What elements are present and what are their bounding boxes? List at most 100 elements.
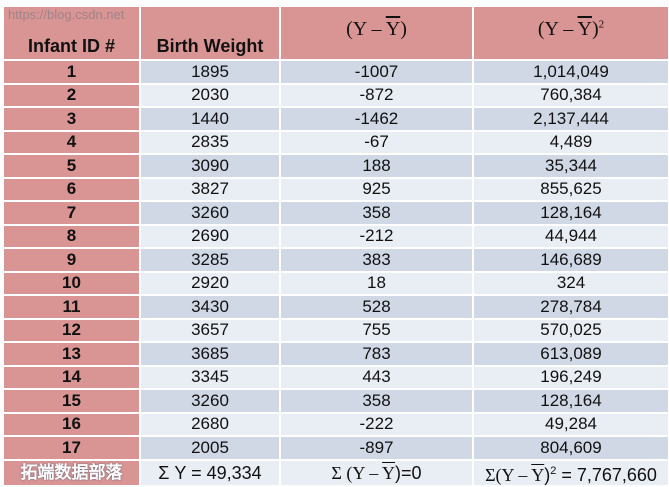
deviation-cell: 443 xyxy=(279,364,474,390)
squared-deviation-cell: 128,164 xyxy=(472,388,669,414)
birth-weight-cell: 2680 xyxy=(139,411,281,437)
table-row: 4 2835 -67 4,489 xyxy=(2,129,669,155)
squared-deviation-cell: 324 xyxy=(472,270,669,296)
sum-dev-bar: Y xyxy=(382,462,396,483)
totals-empty-cell: 拓端数据部落 xyxy=(2,458,141,487)
table-row: 9 3285 383 146,689 xyxy=(2,247,669,273)
header-squared-deviation: (Y – Y)2 xyxy=(472,5,669,61)
squared-deviation-cell: 278,784 xyxy=(472,294,669,320)
birth-weight-cell: 2920 xyxy=(139,270,281,296)
birth-weight-cell: 1895 xyxy=(139,59,281,85)
table-row: 15 3260 358 128,164 xyxy=(2,388,669,414)
squared-deviation-cell: 128,164 xyxy=(472,200,669,226)
header-birth-weight: Birth Weight xyxy=(139,5,281,61)
infant-id-cell: 5 xyxy=(2,153,141,179)
infant-id-cell: 1 xyxy=(2,59,141,85)
deviation-cell: -872 xyxy=(279,82,474,108)
table-row: 11 3430 528 278,784 xyxy=(2,294,669,320)
deviation-cell: 783 xyxy=(279,341,474,367)
table-row: 12 3657 755 570,025 xyxy=(2,317,669,343)
birth-weight-cell: 3827 xyxy=(139,176,281,202)
sum-y: Σ Y = 49,334 xyxy=(139,458,281,487)
table-row: 1 1895 -1007 1,014,049 xyxy=(2,59,669,85)
table-row: 6 3827 925 855,625 xyxy=(2,176,669,202)
infant-id-cell: 2 xyxy=(2,82,141,108)
header-sq-open: (Y – xyxy=(537,17,578,40)
deviation-cell: 188 xyxy=(279,153,474,179)
header-infant-id: Infant ID # xyxy=(2,5,141,61)
deviation-cell: -212 xyxy=(279,223,474,249)
infant-id-cell: 17 xyxy=(2,435,141,461)
squared-deviation-cell: 855,625 xyxy=(472,176,669,202)
table-row: 7 3260 358 128,164 xyxy=(2,200,669,226)
deviation-cell: 528 xyxy=(279,294,474,320)
infant-id-cell: 4 xyxy=(2,129,141,155)
deviation-cell: 383 xyxy=(279,247,474,273)
squared-deviation-cell: 804,609 xyxy=(472,435,669,461)
header-dev-close: ) xyxy=(400,17,407,40)
table-row: 5 3090 188 35,344 xyxy=(2,153,669,179)
squared-deviation-cell: 1,014,049 xyxy=(472,59,669,85)
infant-id-cell: 14 xyxy=(2,364,141,390)
deviation-cell: -222 xyxy=(279,411,474,437)
watermark-brand: 拓端数据部落 xyxy=(20,462,123,482)
squared-deviation-cell: 2,137,444 xyxy=(472,106,669,132)
sum-deviation: Σ (Y – Y)=0 xyxy=(279,458,474,487)
sum-sq-exponent: 2 xyxy=(550,464,557,477)
birth-weight-cell: 3685 xyxy=(139,341,281,367)
infant-id-cell: 8 xyxy=(2,223,141,249)
birth-weight-cell: 2030 xyxy=(139,82,281,108)
deviation-cell: -1462 xyxy=(279,106,474,132)
infant-id-cell: 9 xyxy=(2,247,141,273)
sum-squared-deviation: Σ(Y – Y)2 = 7,767,660 xyxy=(472,458,669,487)
deviation-cell: 925 xyxy=(279,176,474,202)
squared-deviation-cell: 570,025 xyxy=(472,317,669,343)
header-sq-close: ) xyxy=(591,17,599,40)
infant-id-cell: 15 xyxy=(2,388,141,414)
table-row: 8 2690 -212 44,944 xyxy=(2,223,669,249)
table-row: 14 3345 443 196,249 xyxy=(2,364,669,390)
squared-deviation-cell: 35,344 xyxy=(472,153,669,179)
birth-weight-cell: 3285 xyxy=(139,247,281,273)
birth-weight-cell: 2835 xyxy=(139,129,281,155)
deviation-cell: 755 xyxy=(279,317,474,343)
header-row: Infant ID # Birth Weight (Y – Y) (Y – Y)… xyxy=(2,5,669,61)
header-dev-open: (Y – xyxy=(346,17,386,40)
sum-sq-value: = 7,767,660 xyxy=(556,464,657,485)
birth-weight-cell: 2005 xyxy=(139,435,281,461)
birth-weight-cell: 1440 xyxy=(139,106,281,132)
squared-deviation-cell: 613,089 xyxy=(472,341,669,367)
infant-id-cell: 3 xyxy=(2,106,141,132)
infant-id-cell: 10 xyxy=(2,270,141,296)
birth-weight-cell: 3090 xyxy=(139,153,281,179)
deviation-cell: 358 xyxy=(279,388,474,414)
sum-sq-bar: Y xyxy=(531,464,545,485)
infant-id-cell: 11 xyxy=(2,294,141,320)
squared-deviation-cell: 196,249 xyxy=(472,364,669,390)
birth-weight-cell: 3657 xyxy=(139,317,281,343)
header-sq-exponent: 2 xyxy=(598,17,605,30)
deviation-cell: 358 xyxy=(279,200,474,226)
squared-deviation-cell: 760,384 xyxy=(472,82,669,108)
infant-id-cell: 6 xyxy=(2,176,141,202)
birth-weight-cell: 3260 xyxy=(139,200,281,226)
infant-id-cell: 13 xyxy=(2,341,141,367)
birth-weight-table: Infant ID # Birth Weight (Y – Y) (Y – Y)… xyxy=(2,5,669,487)
watermark-url: https://blog.csdn.net xyxy=(8,7,125,22)
header-sq-bar: Y xyxy=(577,17,592,40)
table-row: 2 2030 -872 760,384 xyxy=(2,82,669,108)
squared-deviation-cell: 49,284 xyxy=(472,411,669,437)
table-row: 3 1440 -1462 2,137,444 xyxy=(2,106,669,132)
birth-weight-cell: 2690 xyxy=(139,223,281,249)
sum-dev-prefix: Σ (Y – xyxy=(331,462,383,483)
table-row: 17 2005 -897 804,609 xyxy=(2,435,669,461)
squared-deviation-cell: 44,944 xyxy=(472,223,669,249)
deviation-cell: -897 xyxy=(279,435,474,461)
sum-dev-suffix: )=0 xyxy=(395,462,422,483)
header-deviation: (Y – Y) xyxy=(279,5,474,61)
deviation-cell: 18 xyxy=(279,270,474,296)
squared-deviation-cell: 4,489 xyxy=(472,129,669,155)
table-row: 10 2920 18 324 xyxy=(2,270,669,296)
totals-row: 拓端数据部落 Σ Y = 49,334 Σ (Y – Y)=0 Σ(Y – Y)… xyxy=(2,458,669,487)
infant-id-cell: 16 xyxy=(2,411,141,437)
